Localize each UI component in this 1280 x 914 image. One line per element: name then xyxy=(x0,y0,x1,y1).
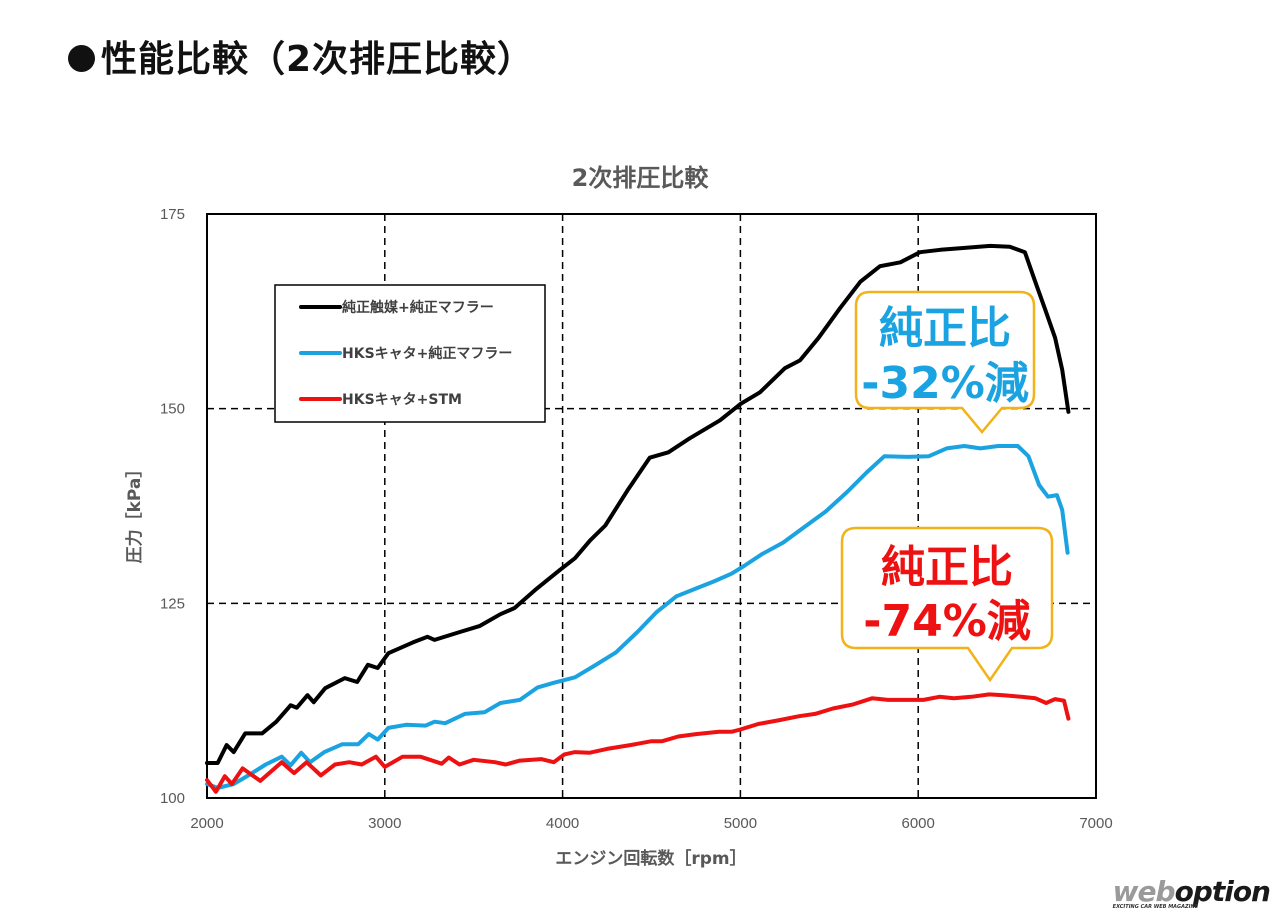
series-lines xyxy=(205,243,1071,794)
x-tick-label: 7000 xyxy=(1079,815,1112,832)
legend: 純正触媒+純正マフラー HKSキャタ+純正マフラー HKSキャタ+STM xyxy=(274,284,546,423)
y-tick-label: 150 xyxy=(160,401,185,418)
x-tick-label: 2000 xyxy=(190,815,223,832)
callout-blue: 純正比 -32%減 xyxy=(854,290,1036,434)
y-tick-label: 125 xyxy=(160,595,185,612)
page-title-text: 性能比較（2次排圧比較） xyxy=(101,39,535,80)
legend-label-stock: 純正触媒+純正マフラー xyxy=(342,299,494,316)
logo-option-text: option xyxy=(1174,875,1271,908)
x-tick-label: 6000 xyxy=(902,815,935,832)
y-tick-label: 100 xyxy=(160,790,185,807)
callout-blue-line1: 純正比 xyxy=(879,303,1011,354)
y-axis-ticks: 100 125 150 175 xyxy=(160,206,185,807)
webopton-logo: weboption EXCITING CAR WEB MAGAZINE xyxy=(1112,875,1271,910)
callout-red-line1: 純正比 xyxy=(881,542,1013,593)
callout-blue-line2: -32%減 xyxy=(861,358,1029,409)
x-axis-ticks: 2000 3000 4000 5000 6000 7000 xyxy=(190,815,1112,832)
callout-red-bubble xyxy=(840,526,1054,683)
plot-area-frame xyxy=(206,213,1097,799)
x-tick-label: 4000 xyxy=(546,815,579,832)
legend-label-hks-cat: HKSキャタ+純正マフラー xyxy=(342,345,512,362)
bullet-icon xyxy=(68,44,95,72)
series-line-hks-cat xyxy=(205,444,1070,790)
callout-red-line2: -74%減 xyxy=(863,596,1031,647)
callout-red: 純正比 -74%減 xyxy=(840,526,1054,683)
logo-tagline: EXCITING CAR WEB MAGAZINE xyxy=(1112,904,1199,910)
x-tick-label: 5000 xyxy=(724,815,757,832)
logo-web-text: web xyxy=(1112,875,1176,908)
callout-blue-bubble xyxy=(854,290,1036,434)
page-title: 性能比較（2次排圧比較） xyxy=(68,30,534,82)
x-tick-label: 3000 xyxy=(368,815,401,832)
series-line-hks-stm xyxy=(205,692,1071,794)
legend-label-hks-stm: HKSキャタ+STM xyxy=(342,392,462,408)
y-axis-label: 圧力［kPa］ xyxy=(124,461,145,564)
series-line-stock xyxy=(205,243,1071,765)
x-axis-label: エンジン回転数［rpm］ xyxy=(555,848,746,869)
y-tick-label: 175 xyxy=(160,206,185,223)
chart-title: 2次排圧比較 xyxy=(571,164,709,192)
